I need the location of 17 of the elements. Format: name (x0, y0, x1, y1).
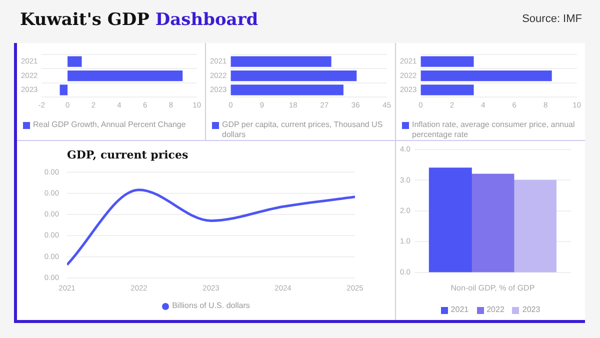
legend-label: 2021 (450, 305, 469, 315)
legend-label: 2022 (486, 305, 504, 315)
legend-label: 2023 (522, 305, 540, 315)
bar (68, 70, 183, 82)
x-axis-title: Non-oil GDP, % of GDP (450, 283, 535, 292)
legend-label: Billions of U.S. dollars (172, 301, 250, 311)
chart-title: GDP, current prices (67, 148, 188, 162)
bar (230, 70, 357, 82)
legend-label: Real GDP Growth, Annual Percent Change (33, 120, 186, 130)
legend-label: GDP per capita, current prices, Thousand US dollars (222, 120, 384, 140)
legend-label: Inflation rate, average consumer price, annual percentage rate (412, 120, 576, 140)
bar (230, 84, 344, 96)
bar (68, 56, 82, 67)
chart-title: Kuwait's GDP Dashboard (20, 10, 258, 30)
source-note: Source: IMF (522, 13, 582, 25)
bar (230, 56, 332, 67)
bar (60, 84, 68, 96)
